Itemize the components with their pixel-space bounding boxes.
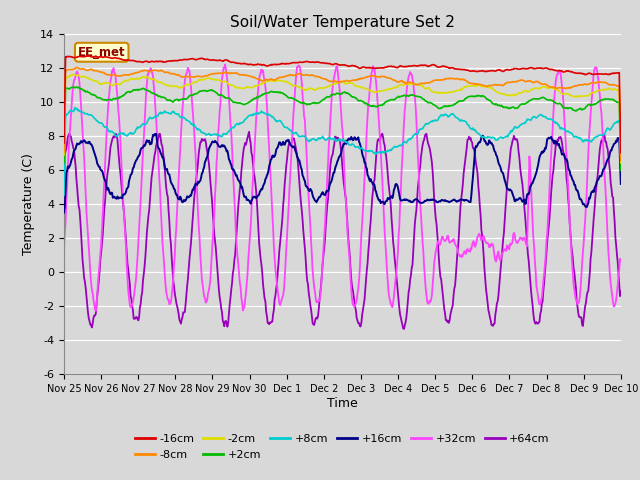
Title: Soil/Water Temperature Set 2: Soil/Water Temperature Set 2: [230, 15, 455, 30]
Text: EE_met: EE_met: [78, 46, 125, 59]
Legend: -16cm, -8cm, -2cm, +2cm, +8cm, +16cm, +32cm, +64cm: -16cm, -8cm, -2cm, +2cm, +8cm, +16cm, +3…: [131, 430, 554, 464]
X-axis label: Time: Time: [327, 397, 358, 410]
Y-axis label: Temperature (C): Temperature (C): [22, 153, 35, 255]
